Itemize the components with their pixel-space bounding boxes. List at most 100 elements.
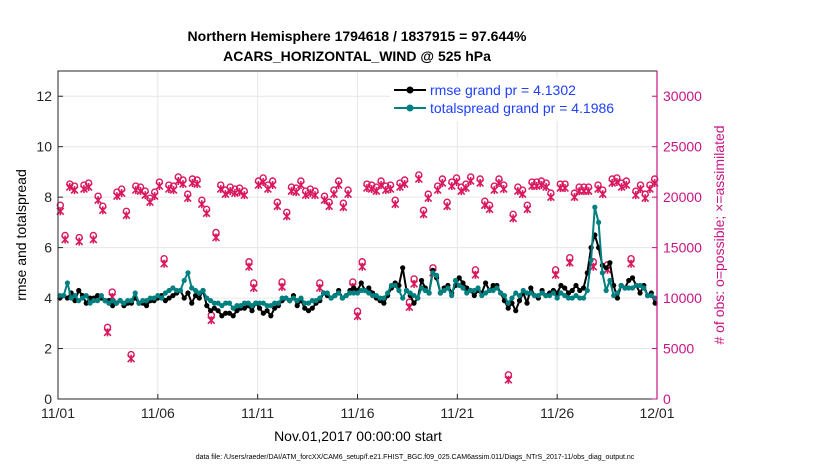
assimilated-obs-point	[584, 187, 593, 196]
spread-point	[490, 287, 496, 294]
spread-point	[362, 287, 368, 294]
rmse-point	[211, 305, 217, 311]
assimilated-obs-point	[329, 190, 338, 199]
spread-point	[102, 298, 108, 304]
spread-point	[366, 290, 372, 296]
rmse-point	[573, 282, 579, 289]
assimilated-obs-point	[358, 262, 367, 271]
x-tick-label: 11/16	[341, 405, 375, 421]
spread-point	[159, 295, 165, 301]
spread-point	[611, 292, 617, 299]
spread-point	[290, 295, 297, 301]
assimilated-obs-point	[122, 211, 131, 220]
spread-point	[219, 303, 225, 309]
x-tick-label: 11/11	[241, 405, 274, 421]
spread-point	[460, 285, 466, 291]
assimilated-obs-point	[542, 183, 551, 192]
spread-point	[211, 300, 217, 306]
assimilated-obs-point	[183, 194, 192, 203]
spread-point	[170, 285, 176, 291]
spread-point	[64, 280, 71, 286]
assimilated-obs-point	[457, 187, 466, 196]
rmse-point	[577, 287, 583, 294]
spread-point	[245, 300, 251, 306]
spread-point	[415, 295, 421, 301]
spread-point	[298, 295, 304, 301]
rmse-point	[490, 282, 496, 289]
spread-point	[467, 287, 474, 294]
spread-point	[200, 287, 206, 294]
spread-point	[599, 270, 605, 276]
left-tick-label: 0	[44, 391, 52, 407]
assimilated-obs-point	[273, 202, 282, 211]
assimilated-obs-point	[169, 186, 178, 195]
right-y-axis-label: # of obs: o=possible; ×=assimilated	[711, 125, 727, 344]
spread-point	[230, 305, 236, 311]
rmse-point	[366, 285, 372, 291]
legend-rmse-marker	[406, 86, 414, 94]
spread-point	[181, 277, 187, 284]
x-tick-label: 12/01	[639, 405, 674, 421]
spread-point	[516, 292, 523, 299]
rmse-point	[562, 285, 568, 291]
spread-point	[501, 292, 508, 299]
spread-point	[626, 285, 632, 291]
spread-point	[87, 300, 93, 306]
spread-point	[577, 295, 583, 301]
rmse-point	[607, 260, 613, 266]
rmse-point	[482, 280, 489, 286]
spread-point	[434, 272, 440, 278]
assimilated-obs-point	[235, 188, 244, 197]
rmse-point	[554, 290, 560, 296]
assimilated-obs-point	[391, 200, 400, 209]
assimilated-obs-point	[405, 303, 414, 312]
spread-point	[562, 292, 568, 299]
spread-point	[479, 292, 485, 299]
rmse-point	[411, 300, 417, 306]
assimilated-obs-point	[334, 181, 343, 190]
spread-point	[596, 219, 602, 225]
assimilated-obs-point	[306, 189, 315, 198]
spread-point	[302, 300, 308, 306]
assimilated-obs-point	[226, 187, 235, 196]
rmse-point	[94, 292, 101, 299]
assimilated-obs-point	[89, 235, 98, 244]
assimilated-obs-point	[565, 258, 574, 267]
spread-point	[207, 298, 214, 304]
chart-subtitle: ACARS_HORIZONTAL_WIND @ 525 hPa	[223, 48, 491, 64]
left-tick-label: 12	[36, 88, 52, 104]
assimilated-obs-point	[509, 214, 518, 223]
spread-point	[117, 298, 123, 304]
spread-point	[79, 295, 86, 301]
assimilated-obs-point	[193, 180, 202, 189]
spread-point	[539, 290, 545, 296]
assimilated-obs-point	[70, 186, 79, 195]
legend-box	[390, 77, 652, 121]
spread-point	[388, 282, 395, 289]
spread-point	[369, 292, 376, 299]
spread-point	[426, 290, 432, 296]
assimilated-obs-point	[339, 203, 348, 212]
spread-point	[543, 292, 549, 299]
spread-point	[279, 295, 285, 301]
rmse-point	[256, 305, 263, 311]
rmse-point	[166, 295, 172, 301]
spread-point	[351, 290, 357, 296]
rmse-point	[400, 265, 406, 271]
spread-point	[580, 295, 587, 301]
left-y-axis: 0 2 4 6 8 10 12	[36, 88, 63, 407]
assimilated-obs-point	[282, 212, 291, 221]
spread-point	[385, 290, 391, 296]
assimilated-obs-point	[249, 283, 258, 292]
assimilated-obs-point	[627, 259, 636, 268]
spread-point	[614, 290, 621, 296]
spread-point	[558, 290, 564, 296]
rmse-point	[524, 300, 530, 306]
spread-point	[249, 303, 255, 309]
rmse-point	[249, 308, 255, 314]
rmse-point	[381, 300, 387, 306]
spread-point	[234, 303, 240, 309]
spread-point	[294, 298, 300, 304]
assimilated-obs-point	[174, 177, 183, 186]
assimilated-obs-point	[485, 205, 494, 214]
